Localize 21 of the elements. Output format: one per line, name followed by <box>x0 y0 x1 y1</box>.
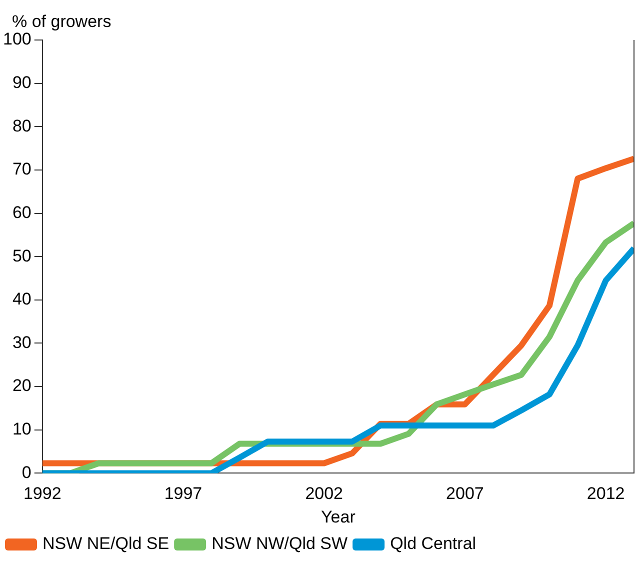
y-tick-label: 40 <box>12 290 32 309</box>
y-tick-label: 100 <box>2 30 32 49</box>
legend-label: Qld Central <box>390 534 476 554</box>
y-tick-label: 80 <box>12 116 32 136</box>
y-tick-label: 30 <box>12 332 32 352</box>
y-tick-label: 10 <box>12 420 32 439</box>
x-tick-label: 2002 <box>305 484 344 504</box>
y-axis-title: % of growers <box>12 12 112 32</box>
x-axis-title: Year <box>321 507 356 526</box>
y-tick-label: 20 <box>12 376 32 396</box>
x-tick-label: 2007 <box>446 484 484 504</box>
x-tick-label: 2012 <box>586 484 625 504</box>
x-tick-label: 1997 <box>164 484 202 504</box>
y-tick-label: 90 <box>12 73 32 92</box>
y-tick-label: 60 <box>12 202 32 222</box>
y-tick-label: 50 <box>12 246 32 266</box>
legend-label: NSW NE/Qld SE <box>42 534 170 554</box>
x-tick-label: 1992 <box>23 484 62 504</box>
y-tick-label: 70 <box>12 160 32 179</box>
y-tick-label: 0 <box>22 462 32 482</box>
legend-label: NSW NW/Qld SW <box>212 534 348 554</box>
